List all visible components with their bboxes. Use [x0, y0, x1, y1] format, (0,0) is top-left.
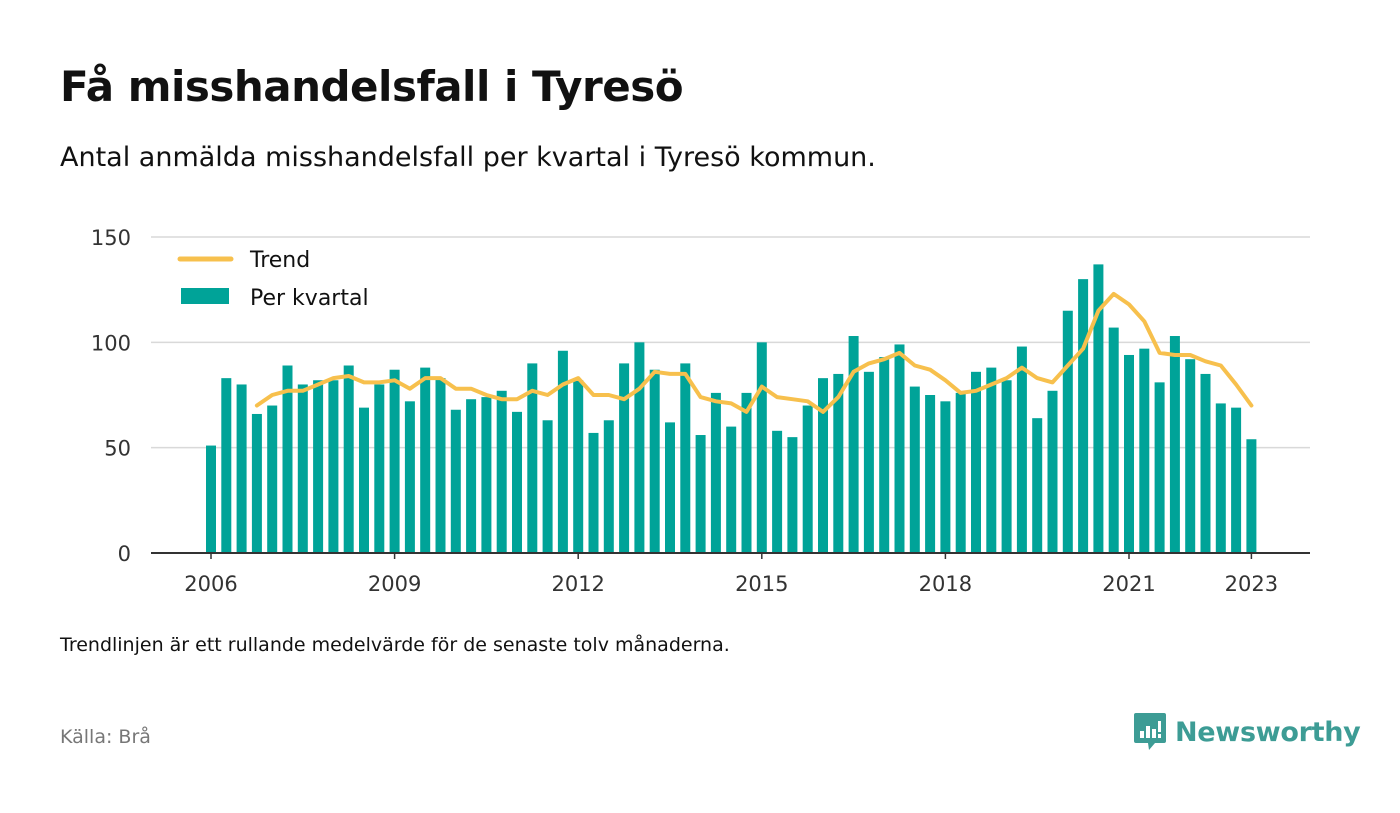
bar [359, 407, 369, 553]
chart-subtitle: Antal anmälda misshandelsfall per kvarta… [60, 142, 876, 173]
bar [756, 342, 767, 553]
bar [557, 350, 568, 553]
bar [787, 437, 798, 553]
bar [236, 384, 247, 553]
bar [450, 409, 461, 553]
bar [971, 371, 981, 553]
bar [619, 363, 630, 553]
bar [695, 435, 706, 553]
bar [221, 378, 232, 553]
bar [649, 369, 660, 553]
x-tick-label: 2018 [919, 572, 972, 596]
bar [955, 392, 966, 553]
trend-series [254, 291, 1254, 414]
bar [328, 380, 339, 553]
newsworthy-brand: Newsworthy [1133, 712, 1361, 752]
bar [420, 367, 431, 553]
bar [863, 371, 874, 553]
bar [206, 445, 216, 553]
bar [1078, 279, 1089, 553]
bar [1185, 359, 1196, 553]
chart-title: Få misshandelsfall i Tyresö [60, 62, 684, 111]
bar [833, 373, 844, 553]
bar [251, 413, 262, 553]
bar [603, 420, 614, 553]
bar [1032, 418, 1043, 553]
x-tick-label: 2021 [1102, 572, 1155, 596]
bar [710, 392, 721, 553]
bar [496, 390, 507, 553]
axes: 0 50 100 150 2006 2009 2012 2015 2018 2021 2023 [91, 226, 1310, 596]
y-tick-label: 0 [118, 542, 131, 566]
bar [1215, 403, 1226, 553]
legend-label-per-kvartal: Per kvartal [250, 286, 369, 311]
bar [1124, 354, 1134, 553]
bar [894, 344, 905, 553]
bar [588, 432, 599, 553]
x-tick-label: 2009 [368, 572, 421, 596]
trend-line [254, 291, 1254, 414]
bar [909, 386, 920, 553]
x-tick-label: 2006 [184, 572, 237, 596]
y-tick-label: 150 [91, 226, 131, 250]
legend-swatch-per-kvartal [181, 288, 229, 304]
x-tick-label: 2023 [1225, 572, 1278, 596]
bar [573, 380, 584, 553]
bar [404, 401, 415, 553]
legend-label-trend: Trend [249, 248, 310, 273]
bar [1246, 439, 1257, 553]
bar [1108, 327, 1119, 553]
bar [1093, 264, 1104, 553]
bar [986, 367, 997, 553]
newsworthy-logo-icon [1134, 713, 1166, 750]
x-tick-label: 2015 [735, 572, 788, 596]
chart-footnote: Trendlinjen är ett rullande medelvärde f… [60, 634, 730, 656]
bar [527, 363, 538, 553]
bar [267, 405, 278, 553]
bar [802, 405, 813, 553]
y-tick-label: 100 [91, 331, 131, 355]
bar [726, 426, 737, 553]
bar [1231, 407, 1242, 553]
bar [1154, 382, 1165, 553]
bar [512, 411, 522, 553]
bar [818, 378, 828, 553]
bar [940, 401, 951, 553]
bar [1169, 336, 1180, 553]
bar-series [206, 264, 1257, 553]
legend-background [168, 240, 383, 318]
bar [848, 336, 859, 553]
chart-source: Källa: Brå [60, 726, 151, 748]
legend: Trend Per kvartal [168, 240, 383, 318]
bar [466, 399, 477, 553]
bar [374, 384, 385, 553]
bar [435, 378, 446, 553]
bar [680, 363, 691, 553]
bar [343, 365, 354, 553]
bar [313, 380, 324, 553]
bar [389, 369, 400, 553]
bar [481, 397, 492, 553]
bar [879, 357, 890, 553]
bar [1062, 310, 1073, 553]
bar [282, 365, 293, 553]
x-tick-label: 2012 [551, 572, 604, 596]
bar [665, 422, 675, 553]
bar [925, 395, 936, 553]
brand-name: Newsworthy [1175, 716, 1361, 748]
bar [542, 420, 553, 553]
bar [1001, 380, 1012, 553]
bar [1139, 348, 1150, 553]
bar [634, 342, 645, 553]
bar [1016, 346, 1027, 553]
bar [741, 392, 752, 553]
bar [1047, 390, 1058, 553]
bar [772, 430, 783, 553]
bar [1200, 373, 1211, 553]
bar [297, 384, 308, 553]
y-tick-label: 50 [104, 437, 131, 461]
